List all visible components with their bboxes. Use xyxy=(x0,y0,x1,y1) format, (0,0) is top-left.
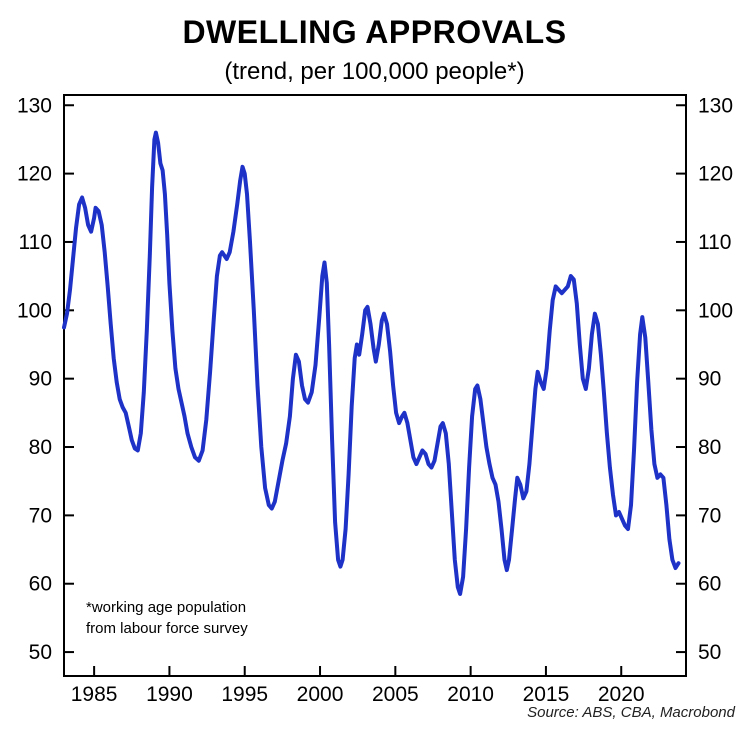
footnote-line: *working age population xyxy=(86,599,246,616)
y-axis-label-left: 60 xyxy=(29,573,52,596)
chart-title: DWELLING APPROVALS xyxy=(182,14,567,50)
y-axis-label-left: 100 xyxy=(17,299,52,322)
y-axis-label-right: 50 xyxy=(698,641,721,664)
plot-border xyxy=(63,94,687,677)
y-axis-label-left: 90 xyxy=(29,368,52,391)
x-axis-label: 2020 xyxy=(598,683,645,706)
x-axis-label: 2010 xyxy=(447,683,494,706)
y-axis-label-left: 70 xyxy=(29,504,52,527)
y-axis-label-left: 80 xyxy=(29,436,52,459)
x-axis-label: 2005 xyxy=(372,683,419,706)
y-axis-label-right: 130 xyxy=(698,94,733,117)
footnote-line: from labour force survey xyxy=(86,620,248,637)
y-axis-label-right: 120 xyxy=(698,163,733,186)
y-axis-label-right: 60 xyxy=(698,573,721,596)
x-axis-label: 1990 xyxy=(146,683,193,706)
y-axis-label-left: 50 xyxy=(29,641,52,664)
y-axis-label-left: 130 xyxy=(17,94,52,117)
y-axis-label-right: 100 xyxy=(698,299,733,322)
y-axis-label-left: 120 xyxy=(17,163,52,186)
y-axis-label-right: 110 xyxy=(698,231,731,254)
y-axis-label-right: 80 xyxy=(698,436,721,459)
x-axis-label: 2015 xyxy=(523,683,570,706)
x-axis-label: 1985 xyxy=(71,683,118,706)
chart-subtitle: (trend, per 100,000 people*) xyxy=(224,58,525,85)
x-axis-label: 1995 xyxy=(221,683,268,706)
source-caption: Source: ABS, CBA, Macrobond xyxy=(527,704,735,721)
y-axis-label-right: 90 xyxy=(698,368,721,391)
approvals-line xyxy=(62,130,681,596)
y-axis-label-left: 110 xyxy=(19,231,52,254)
y-axis-label-right: 70 xyxy=(698,504,721,527)
x-axis-label: 2000 xyxy=(297,683,344,706)
